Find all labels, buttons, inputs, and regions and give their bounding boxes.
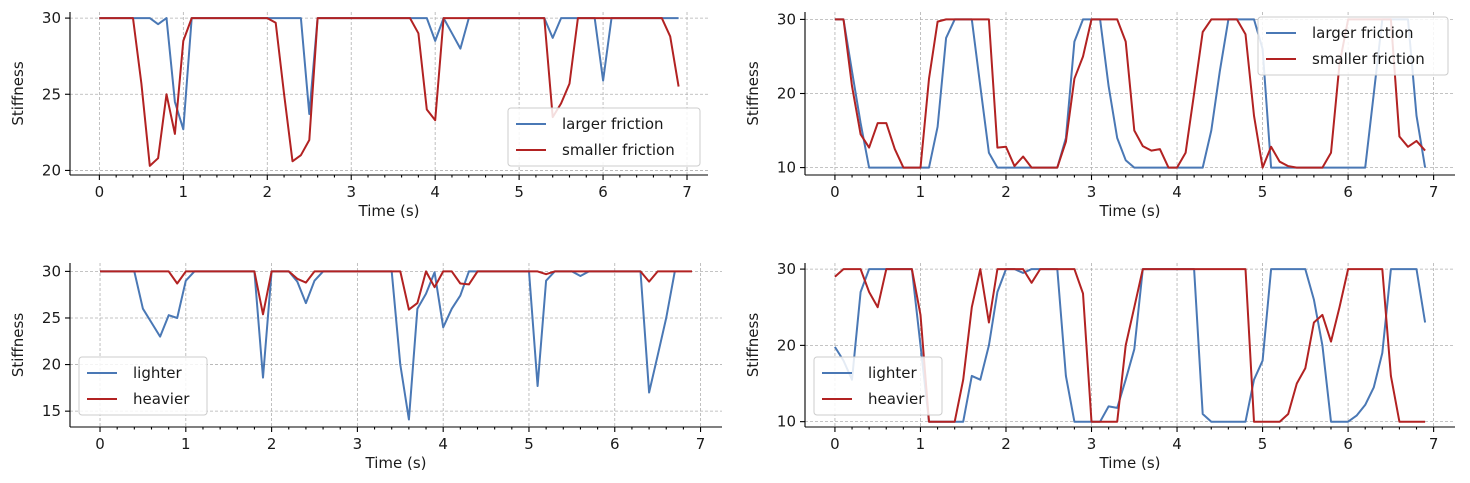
chart-4-x-tick-label-6: 6 xyxy=(1343,435,1353,453)
chart-4-y-tick-label-0: 10 xyxy=(777,413,796,431)
chart-3-x-tick-label-6: 6 xyxy=(610,435,620,453)
chart-2-x-tick-label-7: 7 xyxy=(1429,183,1439,201)
chart-3-legend-label-2: heavier xyxy=(133,390,190,408)
chart-2-x-tick-label-2: 2 xyxy=(1001,183,1011,201)
chart-3: 0 1 2 3 4 5 6 7 15 20 25 30 Time (s) Stiffness lighter… xyxy=(9,262,722,472)
chart-3-x-tick-label-2: 2 xyxy=(267,435,277,453)
chart-3-legend: lighter heavier xyxy=(78,356,208,416)
chart-2-y-tick-label-0: 10 xyxy=(777,159,796,177)
chart-3-y-tick-label-0: 15 xyxy=(42,402,61,420)
chart-2-x-tick-label-3: 3 xyxy=(1087,183,1097,201)
chart-1-legend-label-2: smaller friction xyxy=(562,141,675,159)
chart-2-legend: larger friction smaller friction xyxy=(1257,16,1449,76)
chart-4: 0 1 2 3 4 5 6 7 10 20 30 Time (s) Stiffness lighter he… xyxy=(744,260,1455,472)
chart-2-x-tick-label-1: 1 xyxy=(916,183,926,201)
chart-4-x-tick-label-1: 1 xyxy=(916,435,926,453)
chart-4-x-tick-label-7: 7 xyxy=(1429,435,1439,453)
chart-4-x-tick-label-0: 0 xyxy=(830,435,840,453)
chart-2-x-tick-label-4: 4 xyxy=(1172,183,1182,201)
chart-1-x-tick-label-1: 1 xyxy=(179,183,189,201)
chart-1-x-tick-label-7: 7 xyxy=(682,183,692,201)
chart-2-legend-label-1: larger friction xyxy=(1312,24,1414,42)
chart-4-x-tick-label-4: 4 xyxy=(1172,435,1182,453)
chart-4-legend-label-2: heavier xyxy=(868,390,925,408)
chart-4-legend: lighter heavier xyxy=(813,356,943,416)
chart-2-legend-frame xyxy=(1257,16,1449,76)
chart-2: 0 1 2 3 4 5 6 7 10 20 30 Time (s) Stiffness larger fr… xyxy=(744,10,1455,220)
chart-3-x-tick-label-0: 0 xyxy=(95,435,105,453)
chart-2-xlabel: Time (s) xyxy=(1099,202,1161,220)
chart-4-y-tick-label-1: 20 xyxy=(777,336,796,354)
chart-3-x-tick-label-3: 3 xyxy=(353,435,363,453)
chart-3-series-2-line xyxy=(100,270,692,316)
chart-2-ylabel: Stiffness xyxy=(744,61,762,125)
chart-1-y-tick-label-0: 20 xyxy=(42,161,61,179)
chart-1-legend-label-1: larger friction xyxy=(562,115,664,133)
chart-3-x-tick-label-1: 1 xyxy=(181,435,191,453)
chart-3-x-tick-label-7: 7 xyxy=(696,435,706,453)
chart-1-y-tick-label-1: 25 xyxy=(42,85,61,103)
chart-2-y-tick-label-1: 20 xyxy=(777,85,796,103)
chart-3-legend-frame xyxy=(78,356,208,416)
chart-4-x-tick-label-5: 5 xyxy=(1258,435,1268,453)
chart-2-x-tick-label-5: 5 xyxy=(1258,183,1268,201)
chart-2-legend-label-2: smaller friction xyxy=(1312,50,1425,68)
chart-4-x-tick-label-3: 3 xyxy=(1087,435,1097,453)
chart-4-series-2-line xyxy=(834,268,1426,423)
chart-2-y-tick-label-2: 30 xyxy=(777,10,796,28)
chart-4-ylabel: Stiffness xyxy=(744,313,762,377)
chart-4-legend-frame xyxy=(813,356,943,416)
chart-1-x-tick-label-5: 5 xyxy=(514,183,524,201)
chart-3-x-tick-label-4: 4 xyxy=(438,435,448,453)
chart-2-series-2-line xyxy=(834,18,1426,169)
chart-3-legend-label-1: lighter xyxy=(133,364,182,382)
chart-1-x-tick-label-2: 2 xyxy=(263,183,273,201)
chart-1-xlabel: Time (s) xyxy=(358,202,420,220)
chart-1-x-tick-label-6: 6 xyxy=(598,183,608,201)
chart-2-series-1-line xyxy=(834,18,1427,169)
chart-2-x-tick-label-0: 0 xyxy=(830,183,840,201)
chart-1-x-tick-label-4: 4 xyxy=(430,183,440,201)
chart-4-y-tick-label-2: 30 xyxy=(777,260,796,278)
chart-1-y-tick-label-2: 30 xyxy=(42,9,61,27)
chart-3-ylabel: Stiffness xyxy=(9,313,27,377)
chart-3-x-tick-label-5: 5 xyxy=(524,435,534,453)
chart-1-ylabel: Stiffness xyxy=(9,61,27,125)
chart-1-x-tick-label-0: 0 xyxy=(95,183,105,201)
chart-3-xlabel: Time (s) xyxy=(365,454,427,472)
chart-3-y-tick-label-1: 20 xyxy=(42,356,61,374)
chart-1-series-2-line xyxy=(99,17,680,167)
chart-4-legend-label-1: lighter xyxy=(868,364,917,382)
chart-1-legend: larger friction smaller friction xyxy=(507,107,701,167)
chart-4-x-tick-label-2: 2 xyxy=(1001,435,1011,453)
chart-1: 0 1 2 3 4 5 6 7 20 25 30 Time (s) Stiffness larger fr… xyxy=(9,9,708,220)
chart-3-y-tick-label-3: 30 xyxy=(42,262,61,280)
chart-2-x-tick-label-6: 6 xyxy=(1343,183,1353,201)
chart-4-xlabel: Time (s) xyxy=(1099,454,1161,472)
chart-3-y-tick-label-2: 25 xyxy=(42,309,61,327)
chart-1-legend-frame xyxy=(507,107,701,167)
chart-1-x-tick-label-3: 3 xyxy=(346,183,356,201)
